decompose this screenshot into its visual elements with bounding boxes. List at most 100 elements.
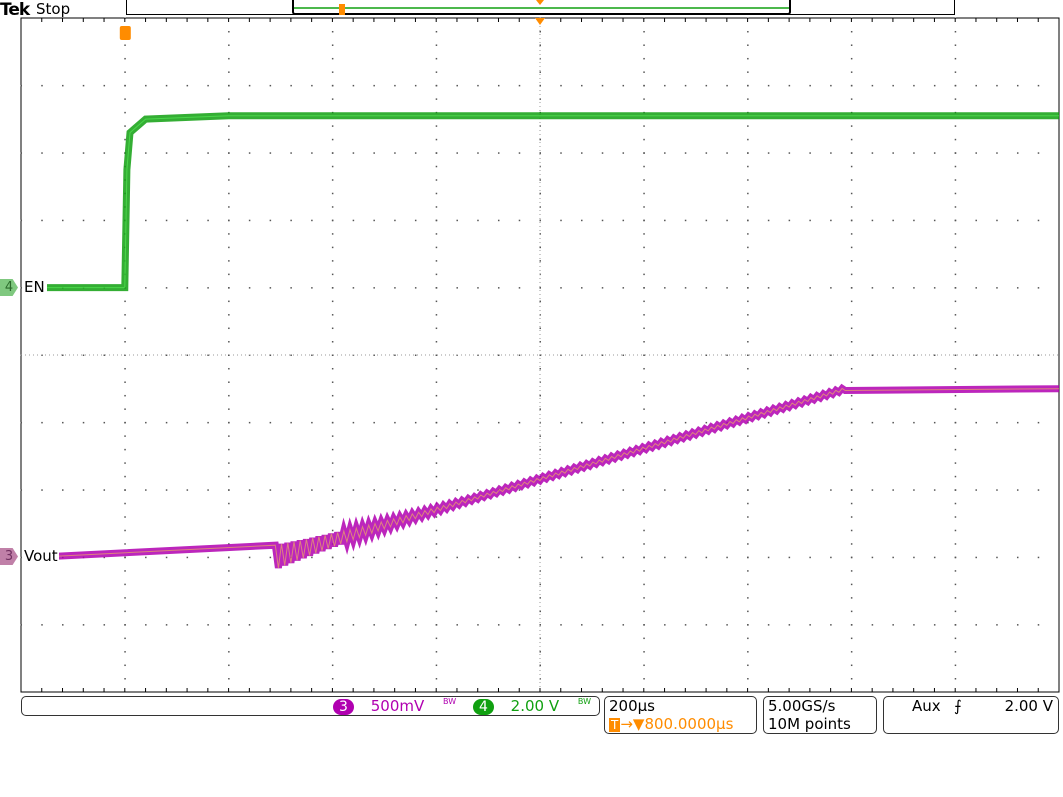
grid-dot — [892, 421, 894, 424]
grid-dot — [394, 489, 396, 491]
grid-dot — [622, 84, 625, 87]
grid-dot — [809, 152, 811, 154]
grid-dot — [331, 44, 334, 46]
grid-dot — [20, 84, 22, 87]
brand-logo: Tek — [0, 0, 30, 20]
trigger-readout[interactable]: Aux ⨍ 2.00 V — [883, 696, 1059, 734]
grid-dot — [228, 556, 230, 559]
grid-dot — [1016, 556, 1019, 559]
grid-dot — [435, 651, 438, 653]
grid-dot — [1037, 287, 1040, 289]
grid-dot — [913, 489, 915, 491]
grid-dot — [228, 475, 230, 478]
grid-dot — [414, 84, 417, 87]
grid-dot — [850, 300, 853, 303]
channel-readout[interactable]: 3 500mV BW 4 2.00 V BW — [21, 696, 600, 716]
grid-dot — [747, 314, 749, 316]
grid-dot — [435, 287, 438, 289]
grid-dot — [518, 84, 521, 87]
grid-dot — [664, 152, 666, 154]
grid-dot — [477, 84, 479, 87]
grid-dot — [996, 287, 998, 289]
grid-dot — [954, 152, 957, 154]
channel-4-marker[interactable]: 4 — [0, 279, 18, 296]
trace-vout-envelope — [36, 383, 1060, 569]
grid-dot — [850, 246, 853, 249]
grid-dot — [435, 71, 438, 73]
grid-dot — [331, 233, 334, 235]
grid-dot — [435, 125, 438, 127]
grid-dot — [248, 152, 251, 154]
grid-dot — [933, 152, 936, 154]
grid-dot — [954, 327, 957, 330]
grid-dot — [228, 651, 230, 653]
grid-dot — [830, 354, 832, 356]
grid-dot — [539, 98, 541, 100]
grid-dot — [414, 421, 417, 424]
record-view-window[interactable] — [292, 0, 791, 15]
grid-dot — [643, 556, 645, 559]
grid-dot — [62, 421, 64, 424]
grid-dot — [269, 624, 272, 626]
grid-dot — [560, 84, 562, 87]
grid-dot — [103, 489, 106, 491]
grid-dot — [228, 246, 230, 249]
grid-dot — [41, 152, 43, 154]
grid-dot — [809, 219, 811, 222]
grid-dot — [228, 152, 230, 154]
grid-dot — [747, 233, 749, 235]
grid-dot — [20, 489, 22, 491]
grid-dot — [456, 556, 458, 559]
grid-dot — [850, 408, 853, 410]
grid-dot — [747, 300, 749, 303]
grid-dot — [809, 421, 811, 424]
grid-dot — [539, 192, 541, 195]
grid-dot — [497, 556, 500, 559]
channel-3-marker[interactable]: 3 — [0, 548, 18, 565]
grid-dot — [124, 125, 126, 127]
grid-dot — [643, 125, 645, 127]
grid-dot — [228, 381, 230, 383]
grid-dot — [331, 651, 334, 653]
grid-dot — [871, 152, 874, 154]
grid-dot — [435, 367, 438, 370]
grid-dot — [643, 233, 645, 235]
grid-dot — [497, 421, 500, 424]
grid-dot — [850, 30, 853, 33]
acquisition-readout[interactable]: 5.00GS/s 10M points — [763, 696, 877, 734]
grid-dot — [601, 152, 604, 154]
grid-dot — [705, 624, 708, 626]
grid-dot — [664, 421, 666, 424]
grid-dot — [664, 489, 666, 491]
timebase-readout[interactable]: 200µs T →▼800.0000µs — [604, 696, 757, 734]
grid-dot — [20, 556, 22, 559]
grid-dot — [435, 314, 438, 316]
grid-dot — [539, 246, 541, 249]
grid-dot — [518, 354, 521, 356]
grid-dot — [560, 624, 562, 626]
grid-dot — [435, 489, 438, 491]
grid-dot — [435, 475, 438, 478]
grid-dot — [705, 489, 708, 491]
grid-dot — [331, 246, 334, 249]
grid-dot — [456, 287, 458, 289]
grid-dot — [892, 84, 894, 87]
grid-dot — [165, 489, 168, 491]
grid-dot — [124, 367, 126, 370]
grid-dot — [705, 421, 708, 424]
grid-dot — [165, 421, 168, 424]
grid-dot — [996, 219, 998, 222]
grid-dot — [124, 583, 126, 586]
grid-dot — [850, 125, 853, 127]
grid-dot — [331, 435, 334, 437]
grid-dot — [850, 381, 853, 383]
grid-dot — [124, 502, 126, 505]
grid-dot — [539, 435, 541, 437]
grid-dot — [643, 206, 645, 208]
grid-dot — [788, 624, 791, 626]
grid-dot — [954, 314, 957, 316]
grid-dot — [747, 287, 749, 289]
grid-dot — [435, 381, 438, 383]
grid-dot — [850, 597, 853, 599]
grid-dot — [747, 138, 749, 141]
